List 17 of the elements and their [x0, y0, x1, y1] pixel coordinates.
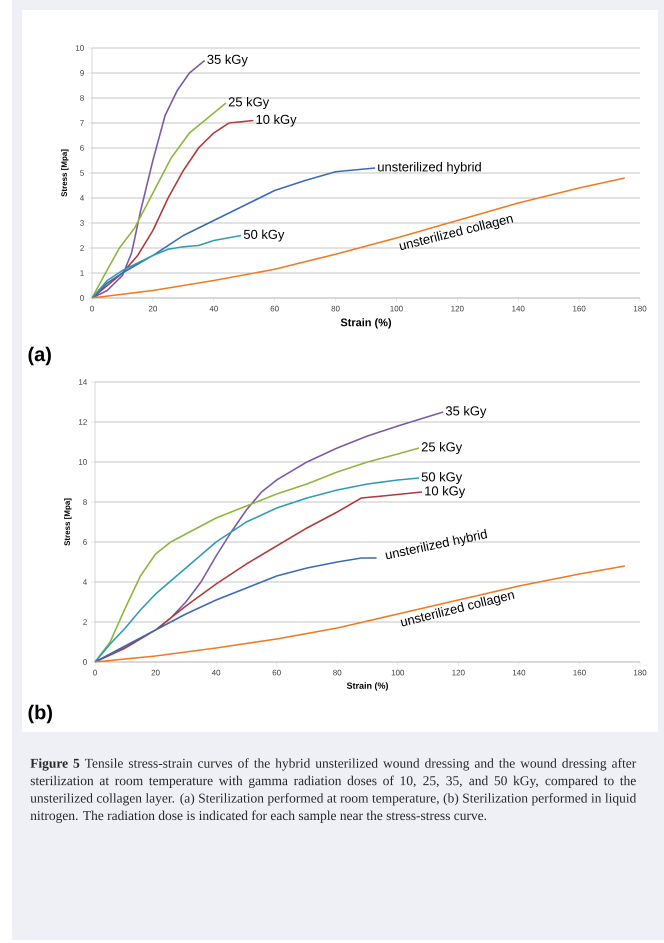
series-label: 10 kGy: [425, 486, 466, 498]
text: (b): [28, 704, 52, 724]
series-label: 25 kGy: [422, 442, 462, 454]
line-series: [91, 167, 376, 299]
series-label: 25 kGy: [228, 96, 270, 110]
series-label: 35 kGy: [446, 406, 486, 418]
text: (a): [28, 346, 51, 366]
text: Figure 5 Tensile stress-strain curves of the hybrid unsterilized wound dressing and the wound dressing after sterilization at room temperature with gamma radiation doses of 10, 25, 35, and 50 kGy, compared to the unsterilized collagen layer. (a) Sterilization performed at room temperature, (b) Sterilization performed in liquid nitrogen. The radiation dose is indicated for each sample near the stress-stress curve.: [30, 758, 636, 823]
line-series: [91, 177, 626, 299]
series-label: 50 kGy: [422, 472, 462, 484]
series-label: 10 kGy: [256, 114, 297, 127]
x-axis-title: Strain (%): [346, 682, 388, 691]
series-label: 35 kGy: [207, 54, 248, 67]
series-label: unsterilized hybrid: [378, 162, 481, 174]
series-label: 50 kGy: [244, 229, 284, 242]
x-axis-title: Strain (%): [340, 318, 392, 328]
line-series: [94, 565, 626, 663]
